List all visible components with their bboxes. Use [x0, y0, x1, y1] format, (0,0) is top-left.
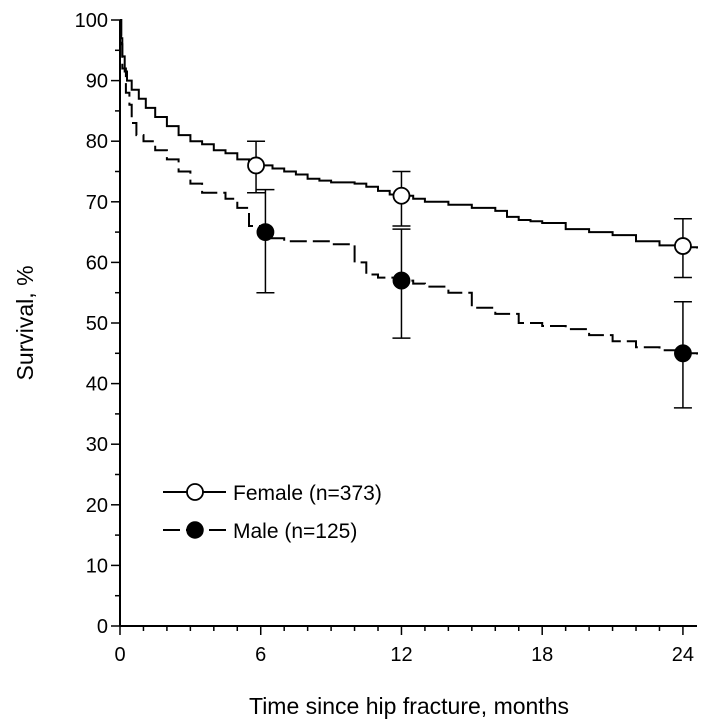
y-tick-label: 40: [86, 374, 108, 396]
y-tick-label: 0: [97, 616, 108, 638]
data-point-male: [673, 301, 692, 409]
x-axis-title: Time since hip fracture, months: [249, 693, 569, 719]
x-tick-label: 24: [672, 644, 694, 666]
legend-label-female: Female (n=373): [233, 482, 382, 505]
legend-marker-female: [186, 483, 204, 501]
y-tick-label: 20: [86, 495, 108, 517]
y-tick-label: 90: [86, 71, 108, 93]
y-tick-label: 80: [86, 131, 108, 153]
data-point-female: [392, 170, 411, 227]
data-point-female: [247, 140, 266, 194]
legend-marker-male: [186, 521, 204, 539]
x-tick-label: 12: [390, 644, 412, 666]
y-tick-label: 30: [86, 434, 108, 456]
x-tick-label: 0: [114, 644, 125, 666]
y-tick-label: 70: [86, 192, 108, 214]
y-tick-label: 10: [86, 555, 108, 577]
legend: Female (n=373) Male (n=125): [163, 482, 382, 543]
marker-female: [247, 156, 265, 175]
survival-curve-male: [120, 19, 698, 355]
data-point-male: [392, 228, 411, 339]
marker-female: [674, 237, 692, 255]
marker-female: [392, 186, 411, 205]
x-ticks: 0 6 12 18 24: [114, 626, 694, 666]
data-point-male: [256, 188, 275, 294]
survival-curve-female: [120, 19, 698, 249]
marker-male: [674, 344, 692, 363]
y-tick-label: 50: [86, 313, 108, 335]
x-tick-label: 6: [255, 644, 266, 666]
y-tick-label: 60: [86, 252, 108, 274]
x-tick-label: 18: [531, 644, 553, 666]
y-tick-label: 100: [75, 10, 108, 32]
legend-label-male: Male (n=125): [233, 520, 357, 543]
series-layer: [120, 19, 698, 409]
y-axis-title: Survival, %: [12, 265, 38, 380]
axes-layer: 0 10 20 30 40 50 60 70 80 90 100 0 6 12 18 24: [75, 10, 697, 666]
data-point-female: [673, 218, 692, 279]
marker-male: [392, 271, 411, 290]
y-ticks: 0 10 20 30 40 50 60 70 80 90 100: [75, 10, 120, 638]
marker-male: [256, 223, 275, 242]
